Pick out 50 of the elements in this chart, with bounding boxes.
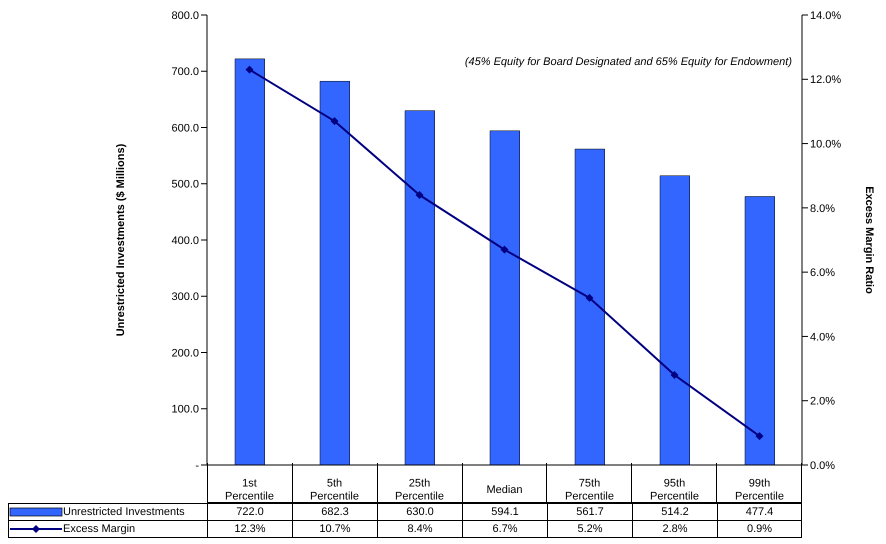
legend-label: Excess Margin (63, 522, 136, 537)
x-tick-label: Median (486, 484, 523, 496)
x-tick-label: 25th Percentile (395, 478, 444, 502)
data-label: 8.4% (377, 521, 462, 537)
y-tick-label: - (195, 460, 200, 472)
legend-label: Unrestricted Investments (63, 505, 185, 520)
x-tick-label: 75th Percentile (565, 478, 614, 502)
y2-tick-label: 2.0% (810, 396, 836, 408)
x-tick-label: 95th Percentile (650, 478, 699, 502)
y-tick-label: 800.0 (171, 10, 199, 22)
y-tick-label: 500.0 (171, 178, 199, 191)
data-label: 5.2% (547, 521, 632, 537)
annotation: (45% Equity for Board Designated and 65% Equity for Endowment) (464, 56, 792, 68)
y-tick-label: 700.0 (171, 66, 199, 78)
y2-tick-label: 4.0% (810, 331, 836, 344)
y2-tick-label: 10.0% (810, 138, 842, 150)
data-label: 514.2 (632, 504, 717, 520)
data-label: 10.7% (292, 521, 377, 537)
x-tick-label: 5th Percentile (310, 478, 359, 502)
data-label: 12.3% (207, 521, 292, 537)
data-label: 682.3 (292, 504, 377, 520)
point (586, 294, 594, 302)
y2-tick-label: 0.0% (810, 460, 836, 472)
point (330, 117, 338, 126)
data-label: 0.9% (717, 521, 802, 537)
point (500, 246, 508, 254)
data-label: 594.1 (462, 504, 547, 520)
x-tick-label: 99th Percentile (735, 478, 784, 502)
y-tick-label: 600.0 (171, 122, 199, 134)
x-tick-label: 1st Percentile (225, 478, 274, 502)
data-label: 630.0 (377, 504, 462, 520)
y-tick-label: 100.0 (171, 404, 199, 416)
y2-tick-label: 12.0% (810, 74, 842, 86)
y2-tick-label: 6.0% (810, 267, 836, 280)
y-tick-label: 400.0 (171, 234, 199, 247)
point (670, 371, 678, 379)
y2-axis-title: Excess Margin Ratio (863, 186, 876, 294)
data-label: 561.7 (547, 504, 632, 520)
data-label: 477.4 (717, 504, 802, 520)
y-tick-label: 200.0 (171, 347, 199, 360)
y2-tick-label: 8.0% (810, 202, 836, 215)
point (416, 191, 424, 199)
data-label: 2.8% (632, 521, 717, 537)
data-label: 6.7% (462, 521, 547, 537)
point (756, 432, 764, 440)
y2-tick-label: 14.0% (810, 10, 842, 22)
y-tick-label: 300.0 (171, 291, 199, 304)
y-axis-title: Unrestricted Investments ($ Millions) (114, 143, 127, 336)
point (246, 66, 254, 74)
data-label: 722.0 (207, 504, 292, 520)
